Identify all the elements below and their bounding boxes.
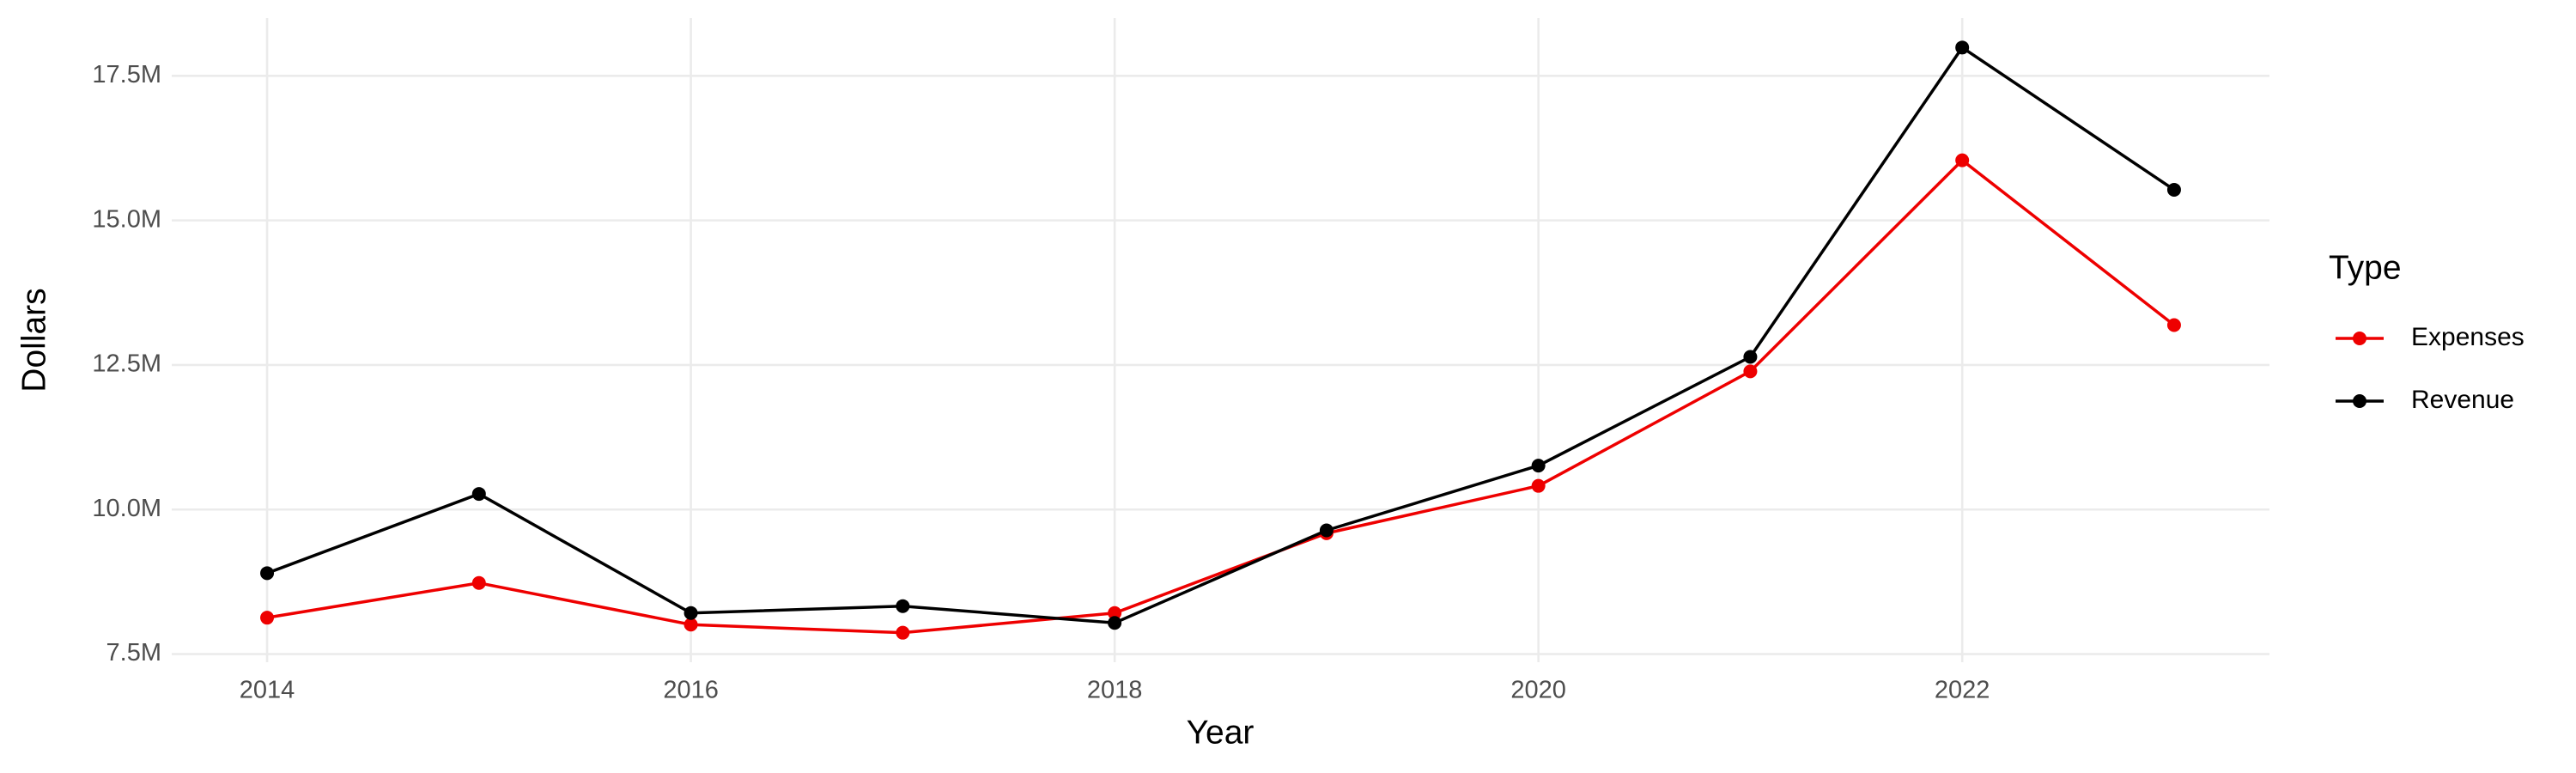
data-point [2166, 318, 2181, 332]
legend-point [2353, 394, 2366, 408]
y-axis-title: Dollars [15, 288, 52, 392]
legend-label: Revenue [2411, 386, 2514, 414]
data-point [1108, 616, 1122, 630]
y-tick-label: 17.5M [92, 61, 161, 88]
grid [172, 18, 2269, 662]
legend-label: Expenses [2411, 323, 2524, 351]
data-point [896, 599, 910, 613]
data-point [260, 611, 275, 625]
data-point [2166, 182, 2181, 197]
data-point [1108, 606, 1122, 620]
x-tick-label: 2020 [1510, 677, 1566, 704]
y-tick-label: 7.5M [106, 639, 161, 666]
y-tick-label: 10.0M [92, 495, 161, 522]
data-point [1743, 350, 1758, 364]
x-tick-label: 2022 [1935, 677, 1990, 704]
x-axis-title: Year [1187, 714, 1255, 751]
data-point [1955, 40, 1970, 55]
data-point [896, 625, 910, 640]
data-point [471, 575, 486, 590]
data-point [471, 487, 486, 502]
series-line [266, 158, 2176, 635]
legend-point [2353, 332, 2366, 345]
x-tick-label: 2016 [663, 677, 719, 704]
data-point [683, 606, 698, 620]
y-tick-label: 15.0M [92, 205, 161, 233]
data-point [1531, 478, 1546, 493]
legend-title: Type [2329, 249, 2402, 286]
data-point [260, 566, 275, 581]
series-line [266, 45, 2175, 624]
y-tick-label: 12.5M [92, 350, 161, 378]
data-point [1743, 364, 1758, 379]
data-point [1955, 153, 1970, 167]
data-point [1531, 459, 1546, 473]
x-tick-label: 2014 [240, 677, 295, 704]
data-point [683, 618, 698, 632]
data-point [1319, 523, 1334, 538]
x-tick-label: 2018 [1087, 677, 1143, 704]
